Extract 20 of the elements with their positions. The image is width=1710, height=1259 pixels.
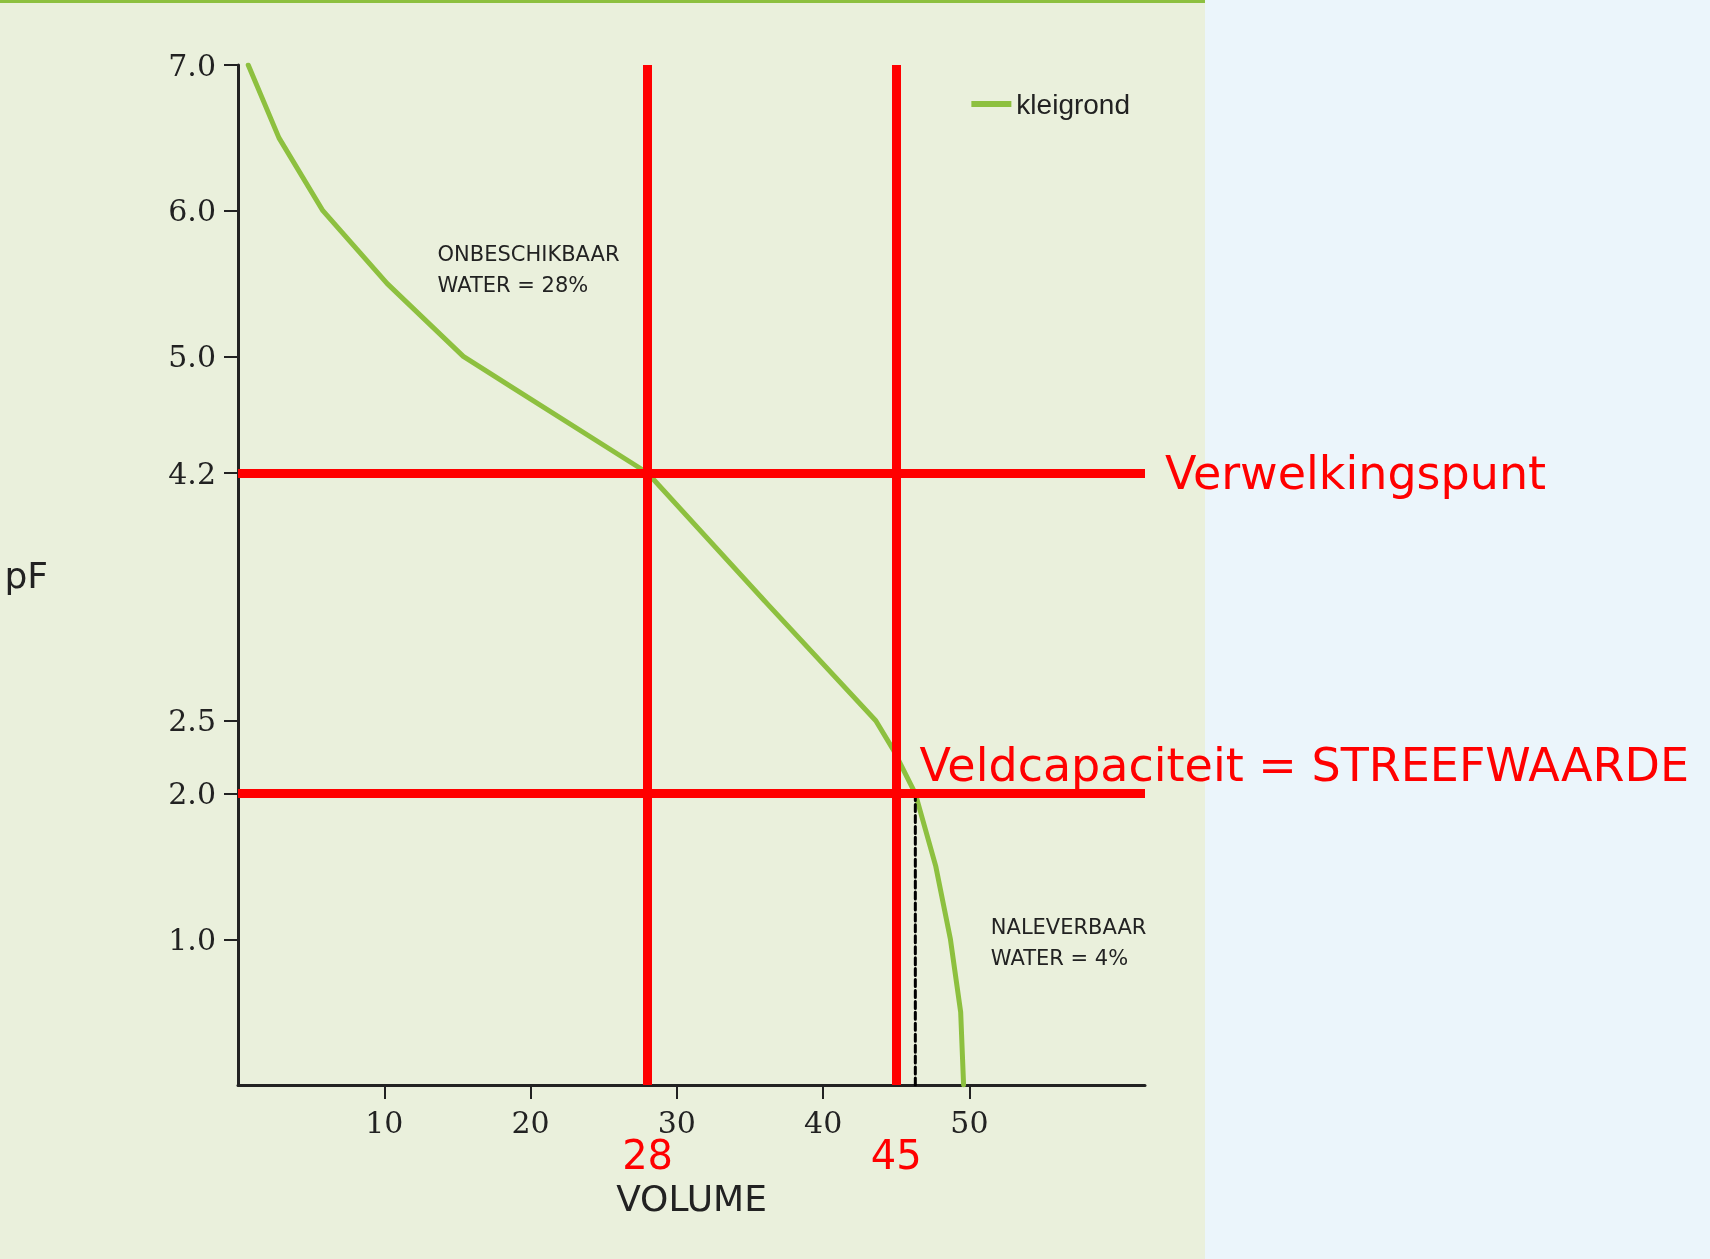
x-tick-label: 10	[365, 1104, 404, 1140]
y-tick-label: 5.0	[168, 338, 216, 374]
y-tick-label: 2.5	[168, 703, 216, 739]
ref-line-label: Veldcapaciteit = STREEFWAARDE	[919, 737, 1689, 792]
y-tick-label: 2.0	[168, 776, 216, 812]
x-axis-title: VOLUME	[616, 1177, 767, 1219]
x-tick-label: 40	[804, 1104, 843, 1140]
y-tick-label: 1.0	[168, 921, 216, 957]
y-axis-title: pF	[4, 554, 48, 596]
ref-line-label: 28	[622, 1132, 674, 1178]
y-tick-label: 4.2	[168, 455, 216, 491]
annotation: NALEVERBAAR WATER = 4%	[990, 915, 1147, 971]
y-tick-label: 7.0	[168, 47, 216, 83]
legend-label: kleigrond	[1016, 88, 1131, 120]
x-tick-label: 50	[950, 1104, 989, 1140]
ref-line-label: Verwelkingspunt	[1165, 446, 1547, 500]
y-tick-label: 6.0	[168, 193, 216, 229]
ref-line-label: 45	[870, 1132, 922, 1178]
annotation: ONBESCHIKBAAR WATER = 28%	[437, 241, 620, 297]
x-tick-label: 20	[511, 1104, 550, 1140]
